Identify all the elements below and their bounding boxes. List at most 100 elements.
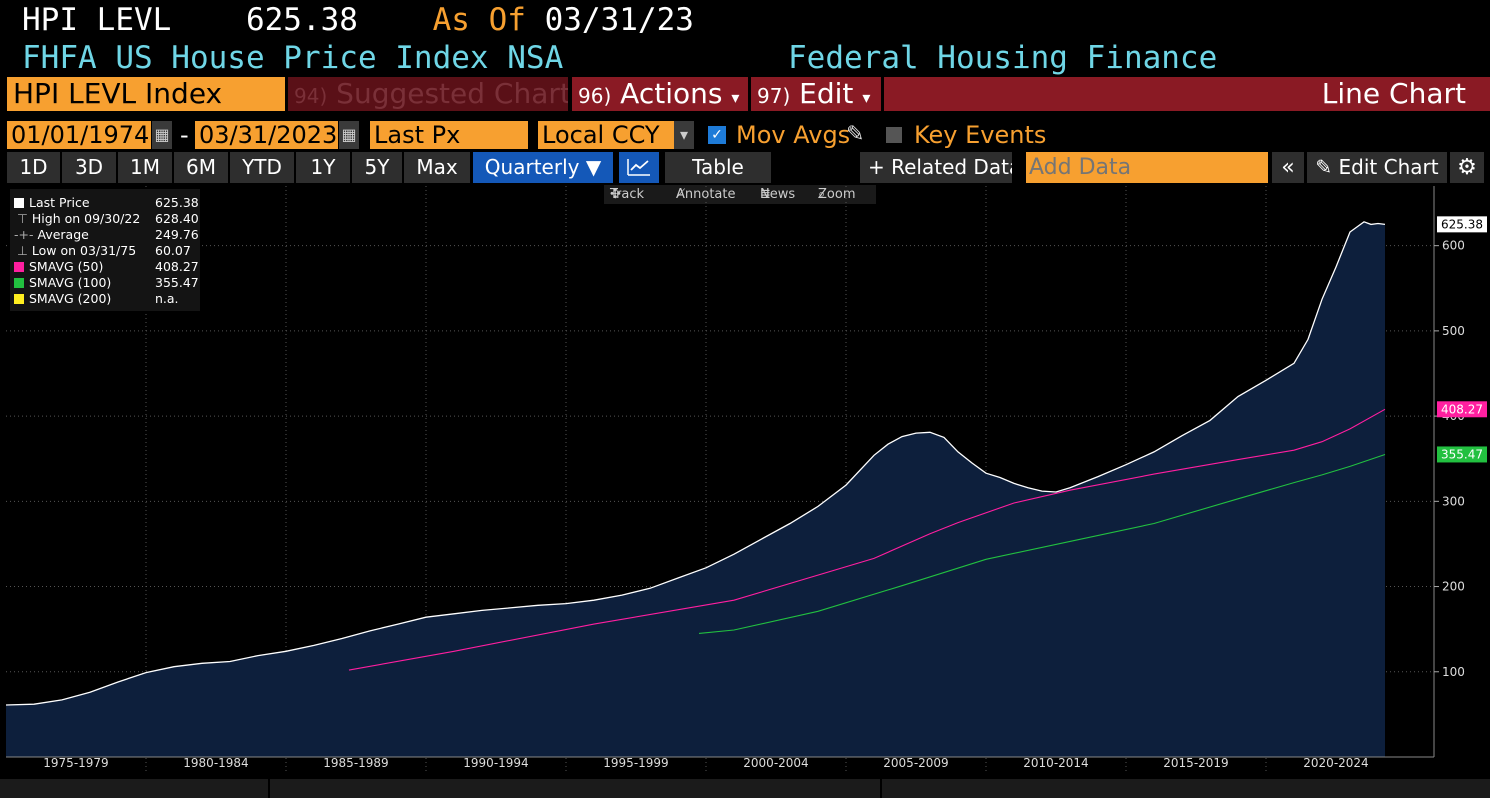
high-marker-icon: ⊤ — [17, 211, 28, 226]
low-marker-icon: ⊥ — [17, 243, 28, 258]
period-button-ytd[interactable]: YTD — [230, 152, 294, 183]
period-button-1d[interactable]: 1D — [7, 152, 60, 183]
as-of-date: 03/31/23 — [544, 2, 694, 38]
edit-chart-button[interactable]: ✎ Edit Chart — [1307, 152, 1447, 183]
y-tick-label: 200 — [1442, 580, 1465, 594]
legend-label: Average — [37, 227, 89, 242]
y-tick-label: 300 — [1442, 494, 1465, 508]
suggested-label: Suggested Charts — [336, 77, 568, 110]
price-area — [6, 221, 1385, 758]
chart-type-label[interactable]: Line Chart — [884, 77, 1490, 111]
y-tick-label: 100 — [1442, 665, 1465, 679]
period-button-5y[interactable]: 5Y — [352, 152, 402, 183]
end-date-field[interactable]: 03/31/2023 — [195, 121, 338, 149]
period-button-1m[interactable]: 1M — [118, 152, 172, 183]
legend-swatch — [14, 294, 24, 304]
legend-item-high: ⊤ High on 09/30/22 628.40 — [14, 211, 200, 227]
currency-selector[interactable]: Local CCY — [538, 121, 676, 149]
legend-label: SMAVG (200) — [29, 291, 112, 306]
x-tick-label: 1990-1994 — [463, 756, 528, 770]
line-chart-icon[interactable] — [619, 152, 659, 183]
legend-item-smavg-100: SMAVG (100) 355.47 — [14, 275, 200, 291]
legend-swatch — [14, 262, 24, 272]
status-bar — [0, 779, 1490, 798]
frequency-dropdown[interactable]: Quarterly ▼ — [473, 152, 613, 183]
legend-label: SMAVG (50) — [29, 259, 104, 274]
period-toolbar: 1D 3D 1M 6M YTD 1Y 5Y Max Quarterly ▼ Ta… — [0, 152, 1490, 184]
chevron-down-icon[interactable]: ▾ — [674, 121, 694, 149]
last-price-value: 625.38 — [245, 2, 358, 38]
index-description: FHFA US House Price Index NSA — [22, 40, 564, 76]
legend-value: n.a. — [155, 291, 179, 306]
x-tick-label: 2015-2019 — [1163, 756, 1228, 770]
series-line-1 — [348, 408, 1386, 671]
related-data-button[interactable]: + Related Data — [860, 152, 1012, 183]
last-value-label: 355.47 — [1441, 447, 1483, 461]
crosshair-icon: ✣ — [610, 187, 621, 202]
average-marker-icon: -+- — [14, 227, 34, 242]
chevron-down-icon: ▾ — [731, 88, 740, 107]
start-date-field[interactable]: 01/01/1974 — [7, 121, 151, 149]
security-field[interactable]: HPI LEVL Index — [7, 77, 285, 111]
status-divider — [880, 779, 882, 798]
last-value-tag — [1437, 401, 1487, 418]
actions-label: Actions — [620, 77, 723, 110]
chart-legend: Last Price 625.38 ⊤ High on 09/30/22 628.40… — [10, 189, 200, 311]
status-divider — [268, 779, 270, 798]
last-value-label: 625.38 — [1441, 217, 1483, 231]
mov-avgs-checkbox[interactable]: ✓ — [708, 126, 726, 144]
legend-value: 628.40 — [155, 211, 199, 226]
add-data-input[interactable] — [1026, 152, 1268, 183]
title-row: HPI LEVL 625.38 As Of 03/31/23 — [22, 2, 694, 38]
legend-label: Last Price — [29, 195, 90, 210]
period-button-max[interactable]: Max — [404, 152, 470, 183]
legend-value: 625.38 — [155, 195, 199, 210]
key-events-label: Key Events — [914, 121, 1047, 149]
key-events-checkbox[interactable] — [886, 127, 902, 143]
period-button-1y[interactable]: 1Y — [296, 152, 350, 183]
x-tick-label: 1985-1989 — [323, 756, 388, 770]
edit-menu[interactable]: 97) Edit ▾ — [751, 77, 881, 111]
actions-menu[interactable]: 96) Actions ▾ — [572, 77, 748, 111]
last-value-tag — [1437, 446, 1487, 463]
legend-swatch — [14, 198, 24, 208]
edit-num: 97) — [757, 84, 791, 108]
period-button-6m[interactable]: 6M — [174, 152, 228, 183]
legend-value: 355.47 — [155, 275, 199, 290]
table-button[interactable]: Table — [665, 152, 771, 183]
gear-icon[interactable]: ⚙ — [1450, 152, 1484, 183]
legend-item-average: -+- Average 249.76 — [14, 227, 200, 243]
suggested-num: 94) — [294, 84, 328, 108]
legend-value: 60.07 — [155, 243, 191, 258]
calendar-icon[interactable]: ▦ — [339, 121, 359, 149]
legend-value: 408.27 — [155, 259, 199, 274]
y-tick-label: 500 — [1442, 324, 1465, 338]
ticker-label: HPI LEVL — [22, 2, 172, 38]
news-icon: ≣ — [760, 187, 771, 202]
legend-item-last-price: Last Price 625.38 — [14, 195, 200, 211]
legend-item-low: ⊥ Low on 03/31/75 60.07 — [14, 243, 200, 259]
annotate-icon: ⟋ — [676, 187, 686, 202]
legend-swatch — [14, 278, 24, 288]
as-of-label: As Of — [432, 2, 526, 38]
x-tick-label: 1975-1979 — [43, 756, 108, 770]
suggested-charts-button[interactable]: 94) Suggested Charts — [288, 77, 568, 111]
series-line-2 — [698, 453, 1386, 634]
chart-type-text: Line Chart — [1321, 77, 1466, 110]
collapse-icon[interactable]: « — [1272, 152, 1304, 183]
x-tick-label: 2010-2014 — [1023, 756, 1088, 770]
legend-item-smavg-50: SMAVG (50) 408.27 — [14, 259, 200, 275]
security-label: HPI LEVL Index — [13, 77, 223, 110]
date-range-dash: - — [180, 121, 189, 149]
x-tick-label: 2020-2024 — [1303, 756, 1368, 770]
field-selector[interactable]: Last Px — [370, 121, 528, 149]
x-tick-label: 2005-2009 — [883, 756, 948, 770]
calendar-icon[interactable]: ▦ — [152, 121, 172, 149]
period-button-3d[interactable]: 3D — [62, 152, 116, 183]
pencil-icon[interactable]: ✎ — [846, 122, 865, 147]
controls-row: 01/01/1974 ▦ - 03/31/2023 ▦ Last Px Loca… — [0, 121, 1490, 151]
x-tick-label: 2000-2004 — [743, 756, 808, 770]
zoom-icon: ⌕ — [818, 187, 826, 202]
chevron-down-icon: ▾ — [862, 88, 871, 107]
